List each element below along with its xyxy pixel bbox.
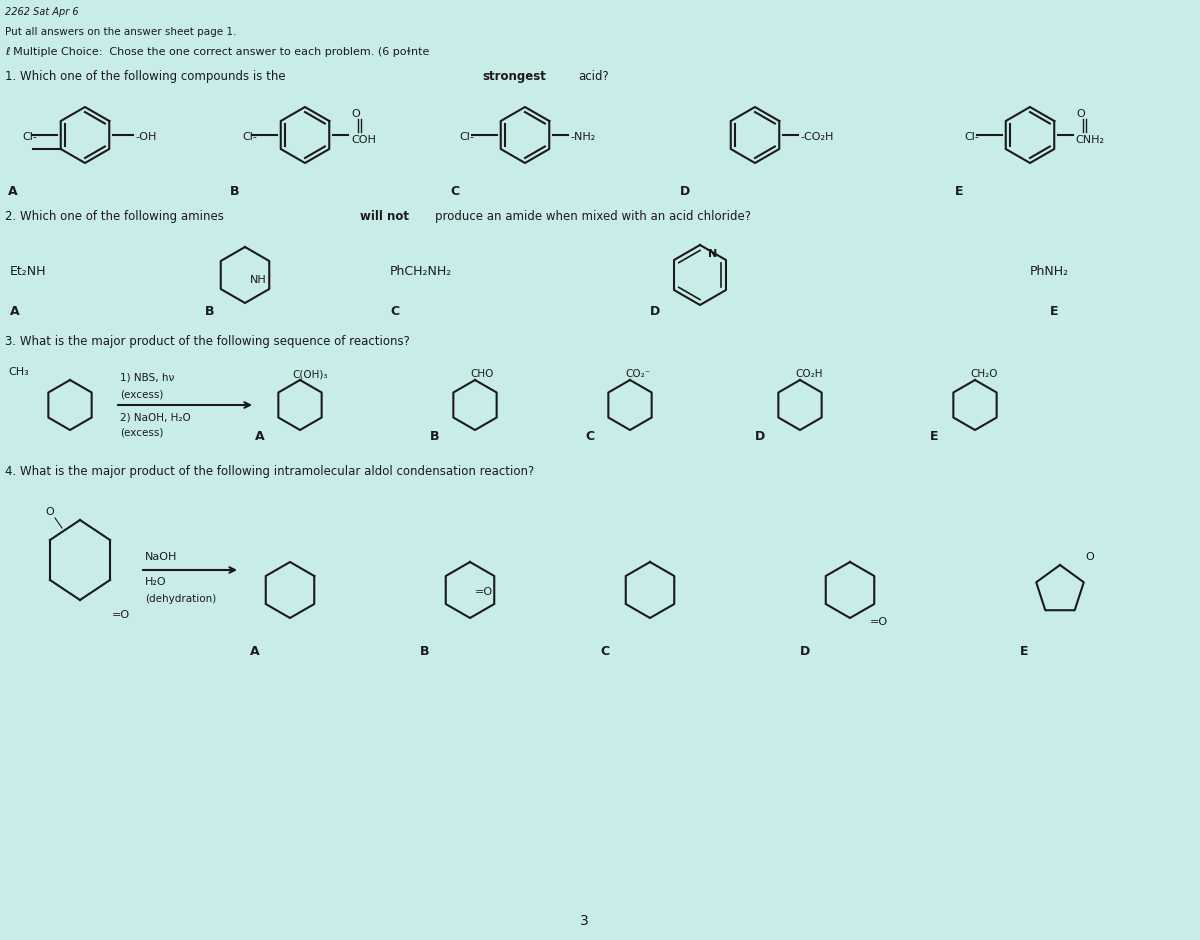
- Text: O: O: [1076, 109, 1085, 119]
- Text: A: A: [254, 430, 265, 443]
- Text: strongest: strongest: [482, 70, 546, 83]
- Text: 2. Which one of the following amines: 2. Which one of the following amines: [5, 210, 228, 223]
- Text: O: O: [46, 507, 54, 517]
- Text: =O: =O: [475, 587, 493, 597]
- Text: H₂O: H₂O: [145, 577, 167, 587]
- Text: O: O: [1085, 552, 1093, 562]
- Text: produce an amide when mixed with an acid chloride?: produce an amide when mixed with an acid…: [434, 210, 751, 223]
- Text: Cl-: Cl-: [242, 132, 257, 142]
- Text: O: O: [352, 109, 360, 119]
- Text: A: A: [8, 185, 18, 198]
- Text: A: A: [250, 645, 259, 658]
- Text: Cl-: Cl-: [22, 132, 37, 142]
- Text: will not: will not: [360, 210, 409, 223]
- Text: D: D: [650, 305, 660, 318]
- Text: acid?: acid?: [578, 70, 608, 83]
- Text: ℓ Multiple Choice:  Chose the one correct answer to each problem. (6 poɫnte: ℓ Multiple Choice: Chose the one correct…: [5, 47, 430, 57]
- Text: (dehydration): (dehydration): [145, 594, 216, 604]
- Text: A: A: [10, 305, 19, 318]
- Text: CO₂⁻: CO₂⁻: [625, 369, 650, 379]
- Text: 1. Which one of the following compounds is the: 1. Which one of the following compounds …: [5, 70, 289, 83]
- Text: COH: COH: [352, 135, 376, 145]
- Text: NH: NH: [250, 275, 266, 285]
- Text: C: C: [600, 645, 610, 658]
- Text: 3: 3: [580, 914, 589, 928]
- Text: Cl-: Cl-: [458, 132, 474, 142]
- Text: 2) NaOH, H₂O: 2) NaOH, H₂O: [120, 412, 191, 422]
- Text: B: B: [420, 645, 430, 658]
- Text: -OH: -OH: [134, 132, 156, 142]
- Text: PhNH₂: PhNH₂: [1030, 265, 1069, 278]
- Text: CH₃: CH₃: [8, 367, 29, 377]
- Text: Et₂NH: Et₂NH: [10, 265, 47, 278]
- Text: D: D: [800, 645, 810, 658]
- Text: =O: =O: [870, 617, 888, 627]
- Text: E: E: [930, 430, 938, 443]
- Text: (excess): (excess): [120, 427, 163, 437]
- Text: B: B: [205, 305, 215, 318]
- Text: CHO: CHO: [470, 369, 493, 379]
- Text: D: D: [755, 430, 766, 443]
- Text: CNH₂: CNH₂: [1075, 135, 1104, 145]
- Text: E: E: [1020, 645, 1028, 658]
- Text: 3. What is the major product of the following sequence of reactions?: 3. What is the major product of the foll…: [5, 335, 410, 348]
- Text: =O: =O: [112, 610, 130, 620]
- Text: E: E: [1050, 305, 1058, 318]
- Text: E: E: [955, 185, 964, 198]
- Text: PhCH₂NH₂: PhCH₂NH₂: [390, 265, 452, 278]
- Text: C: C: [586, 430, 594, 443]
- Text: B: B: [430, 430, 439, 443]
- Text: (excess): (excess): [120, 389, 163, 399]
- Text: CH₂O: CH₂O: [970, 369, 997, 379]
- Text: -CO₂H: -CO₂H: [800, 132, 833, 142]
- Text: 2262 Sat Apr 6: 2262 Sat Apr 6: [5, 7, 79, 17]
- Text: -NH₂: -NH₂: [570, 132, 595, 142]
- Text: N: N: [708, 249, 718, 259]
- Text: NaOH: NaOH: [145, 552, 178, 562]
- Text: C: C: [450, 185, 460, 198]
- Text: D: D: [680, 185, 690, 198]
- Text: C: C: [390, 305, 400, 318]
- Text: Cl-: Cl-: [964, 132, 979, 142]
- Text: CO₂H: CO₂H: [796, 369, 822, 379]
- Text: 4. What is the major product of the following intramolecular aldol condensation : 4. What is the major product of the foll…: [5, 465, 534, 478]
- Text: 1) NBS, hν: 1) NBS, hν: [120, 372, 174, 382]
- Text: Put all answers on the answer sheet page 1.: Put all answers on the answer sheet page…: [5, 27, 236, 37]
- Text: B: B: [230, 185, 240, 198]
- Text: C(OH)₃: C(OH)₃: [292, 369, 328, 379]
